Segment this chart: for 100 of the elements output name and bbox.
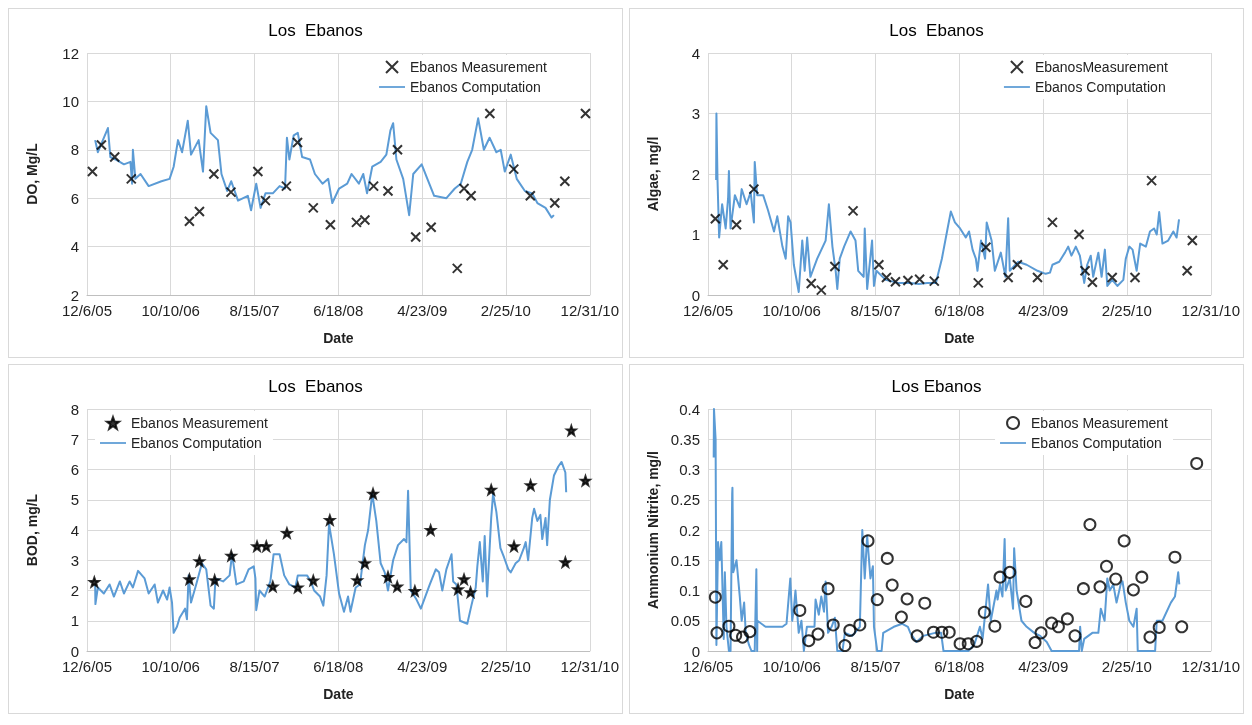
point: [109, 151, 121, 163]
chart-title: Los Ebanos: [889, 21, 984, 40]
point: [508, 163, 520, 175]
x-tick-label: 6/18/08: [313, 302, 364, 319]
point: [259, 195, 271, 207]
point: [722, 619, 736, 633]
point: [935, 625, 949, 639]
point: [1126, 583, 1140, 597]
point: [1073, 229, 1085, 240]
x-axis-title: Date: [944, 686, 975, 702]
point: [1068, 629, 1082, 643]
legend-label: Ebanos Measurement: [1031, 415, 1169, 431]
x-tick-label: 12/31/10: [1181, 302, 1240, 319]
x-tick-label: 4/23/09: [1018, 302, 1069, 319]
point: [1168, 550, 1182, 564]
point: [1060, 612, 1074, 626]
point: [870, 593, 884, 607]
point: [125, 173, 137, 185]
point: [307, 202, 319, 214]
point: [993, 570, 1007, 584]
y-tick-label: 4: [70, 238, 79, 256]
point: [885, 578, 899, 592]
point: [880, 551, 894, 565]
point: [902, 274, 914, 286]
point: [458, 183, 470, 195]
y-axis-title: Ammonium Nitrite, mg/l: [644, 451, 661, 609]
y-tick-label: 1: [691, 226, 700, 243]
y-tick-label: 2: [70, 286, 79, 304]
y-axis-title: DO, Mg/L: [24, 142, 40, 205]
legend-label: EbanosMeasurement: [1034, 59, 1169, 75]
point: [980, 241, 992, 253]
x-tick-label: 8/15/07: [850, 658, 901, 675]
y-tick-label: 7: [70, 430, 79, 448]
point: [972, 277, 984, 289]
point: [914, 273, 926, 285]
y-tick-label: 0: [691, 642, 700, 660]
x-tick-label: 10/10/06: [141, 302, 200, 319]
point: [928, 275, 940, 287]
y-tick-label: 2: [70, 582, 79, 599]
x-tick-label: 6/18/08: [934, 658, 985, 675]
point: [391, 144, 403, 156]
point: [465, 190, 477, 202]
chart-title: Los Ebanos: [268, 377, 363, 396]
point: [889, 276, 901, 288]
x-tick-label: 2/25/10: [1101, 302, 1152, 319]
y-tick-label: 0.05: [670, 612, 700, 630]
point: [382, 185, 394, 197]
x-tick-label: 4/23/09: [397, 658, 448, 675]
point: [350, 216, 362, 228]
y-tick-label: 6: [70, 461, 79, 478]
x-tick-label: 12/6/05: [61, 658, 113, 675]
chart-title: Los Ebanos: [891, 377, 982, 396]
point: [1190, 456, 1204, 470]
y-tick-label: 2: [691, 165, 700, 183]
point: [1146, 175, 1158, 187]
point: [709, 213, 721, 225]
line-series: [715, 112, 1181, 293]
point: [86, 166, 98, 178]
point: [1186, 235, 1198, 247]
point: [1175, 620, 1189, 634]
y-tick-label: 3: [691, 105, 700, 122]
point: [926, 625, 940, 639]
point: [292, 137, 304, 149]
point: [324, 219, 336, 231]
legend-label: Ebanos Computation: [410, 79, 541, 95]
point: [225, 186, 237, 198]
legend-label: Ebanos Computation: [1034, 79, 1166, 95]
point: [208, 168, 220, 180]
point: [838, 639, 852, 653]
point: [1011, 259, 1023, 271]
y-tick-label: 8: [70, 400, 79, 418]
point: [549, 197, 561, 209]
point: [193, 206, 205, 218]
point: [368, 180, 380, 192]
point: [1051, 620, 1065, 634]
point: [524, 190, 536, 202]
y-tick-label: 1: [70, 612, 79, 630]
point: [988, 619, 1002, 633]
x-tick-label: 12/6/05: [682, 302, 734, 319]
point: [843, 623, 857, 637]
y-tick-label: 6: [70, 189, 79, 207]
x-tick-label: 12/31/10: [560, 658, 619, 675]
point: [793, 603, 807, 617]
point: [95, 139, 107, 151]
point: [1019, 594, 1033, 608]
y-tick-label: 8: [70, 141, 79, 159]
point: [717, 259, 729, 271]
point: [484, 108, 496, 119]
y-tick-label: 5: [70, 491, 79, 509]
x-tick-label: 2/25/10: [1101, 658, 1152, 675]
point: [1045, 616, 1059, 630]
point: [894, 610, 908, 624]
legend-label: Ebanos Measurement: [131, 415, 269, 431]
y-tick-label: 0.4: [679, 400, 700, 418]
point: [736, 630, 749, 644]
x-tick-label: 8/15/07: [229, 302, 280, 319]
point: [280, 525, 294, 540]
point: [280, 180, 292, 192]
y-tick-label: 0.15: [670, 551, 700, 569]
point: [1083, 518, 1097, 532]
